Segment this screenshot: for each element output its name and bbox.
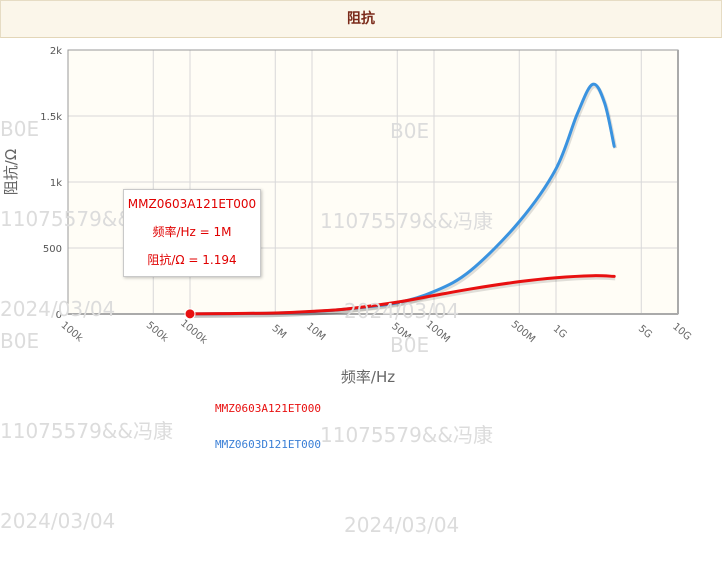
series-shadow <box>190 84 618 318</box>
legend-item-series-1[interactable]: MMZ0603A121ET000 <box>215 402 321 415</box>
series-shadow <box>190 275 616 318</box>
x-tick-label: 100k <box>59 320 85 345</box>
y-tick-label: 1.5k <box>40 112 62 123</box>
x-tick-label: 50M <box>389 321 412 343</box>
y-tick-label: 0 <box>56 310 62 321</box>
tooltip-series-name: MMZ0603A121ET000 <box>127 197 257 211</box>
x-tick-label: 10M <box>304 321 327 343</box>
x-tick-label: 1000k <box>178 318 209 347</box>
legend-item-series-2[interactable]: MMZ0603D121ET000 <box>215 438 321 451</box>
legend-label: MMZ0603D121ET000 <box>215 438 321 451</box>
y-tick-label: 2k <box>50 46 62 57</box>
hover-point-marker <box>184 308 196 320</box>
x-tick-label: 5G <box>636 323 654 341</box>
x-tick-label: 5M <box>270 323 289 341</box>
y-tick-label: 1k <box>50 178 62 189</box>
x-tick-label: 10G <box>670 321 693 343</box>
chart-area: 100k 500k 1000k 5M 10M 50M 100M 500M 1G 5G 10G 0 500… <box>0 37 722 397</box>
x-tick-label: 500k <box>144 320 170 345</box>
watermark-line1: 11075579&&冯康 <box>0 419 173 443</box>
watermark-line1: 11075579&&冯康 <box>320 423 493 447</box>
x-axis-title: 频率/Hz <box>341 368 395 386</box>
tooltip-impedance: 阻抗/Ω = 1.194 <box>147 253 237 267</box>
data-tooltip: MMZ0603A121ET000 频率/Hz = 1M 阻抗/Ω = 1.194 <box>123 189 261 277</box>
x-tick-label: 1G <box>551 323 569 341</box>
chart-title: 阻抗 <box>347 11 375 27</box>
chart-title-bar: 阻抗 <box>0 0 722 38</box>
watermark-line2: 2024/03/04 <box>0 509 116 533</box>
legend-label: MMZ0603A121ET000 <box>215 402 321 415</box>
x-tick-label: 100M <box>423 319 451 345</box>
series-line-1 <box>188 274 616 316</box>
watermark-line2: 2024/03/04 <box>344 513 460 537</box>
impedance-chart: 100k 500k 1000k 5M 10M 50M 100M 500M 1G 5G 10G 0 500… <box>2 46 693 386</box>
tooltip-frequency: 频率/Hz = 1M <box>152 225 232 239</box>
x-tick-label: 500M <box>509 319 537 345</box>
y-axis-title: 阻抗/Ω <box>2 149 20 196</box>
y-tick-label: 500 <box>43 244 62 255</box>
